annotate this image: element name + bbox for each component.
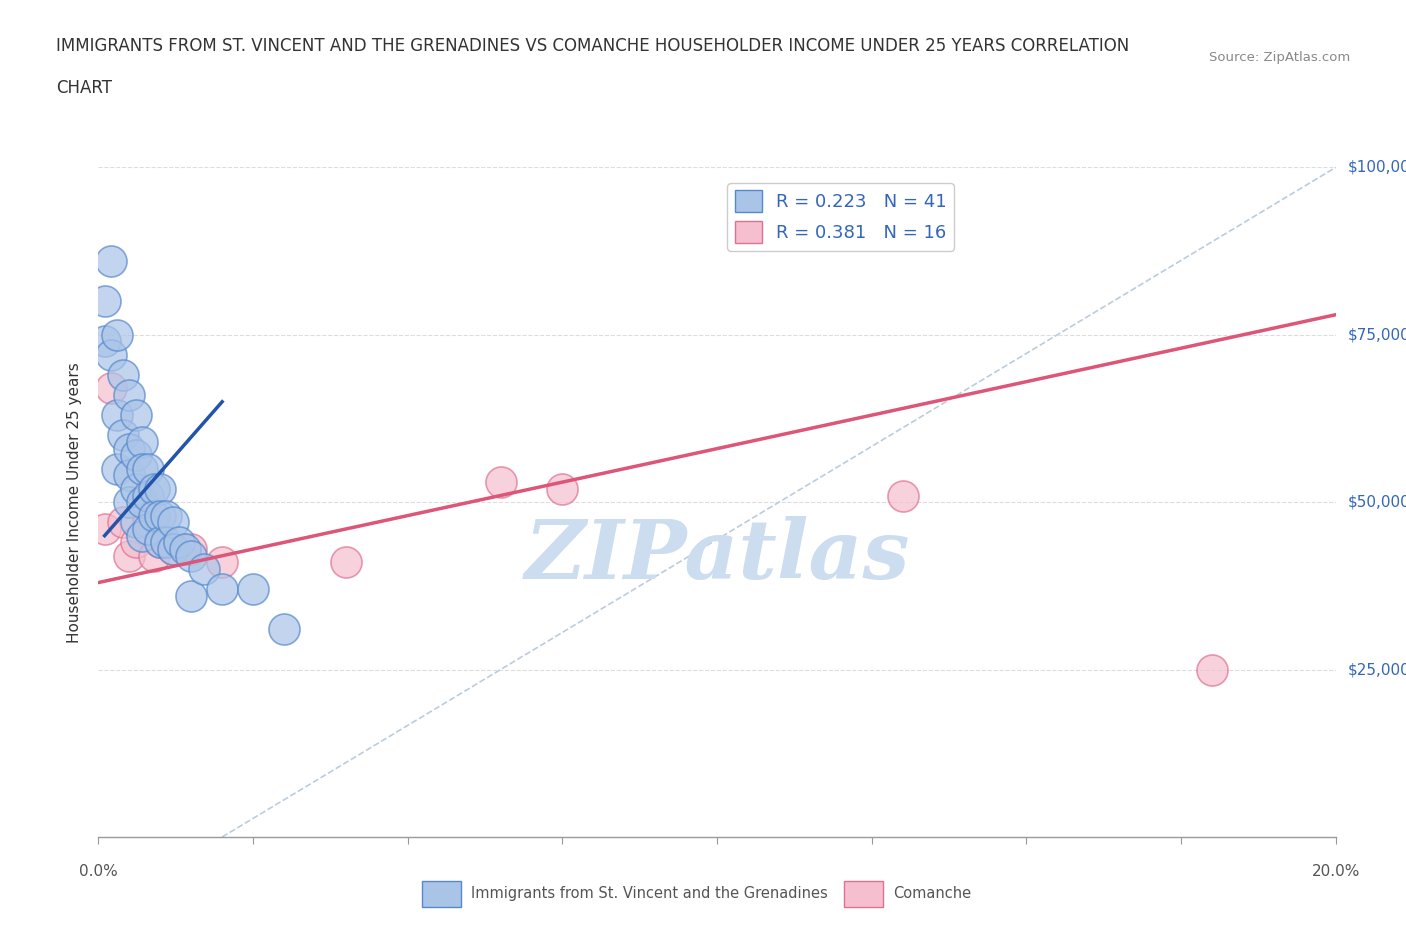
Point <box>136 522 159 537</box>
Point <box>105 461 128 476</box>
Point <box>131 528 153 543</box>
Point <box>1201 662 1223 677</box>
Point <box>93 522 115 537</box>
Point <box>131 461 153 476</box>
Text: 0.0%: 0.0% <box>79 864 118 879</box>
Legend: R = 0.223   N = 41, R = 0.381   N = 16: R = 0.223 N = 41, R = 0.381 N = 16 <box>727 183 955 251</box>
Point <box>118 495 141 510</box>
Text: $75,000: $75,000 <box>1348 327 1406 342</box>
Point <box>180 549 202 564</box>
Text: $100,000: $100,000 <box>1348 160 1406 175</box>
Point <box>124 407 146 422</box>
Point <box>149 535 172 550</box>
Point <box>124 535 146 550</box>
Point <box>143 549 166 564</box>
Point <box>180 541 202 556</box>
Point <box>105 327 128 342</box>
Text: Comanche: Comanche <box>893 886 972 901</box>
Text: IMMIGRANTS FROM ST. VINCENT AND THE GRENADINES VS COMANCHE HOUSEHOLDER INCOME UN: IMMIGRANTS FROM ST. VINCENT AND THE GREN… <box>56 37 1129 55</box>
Point <box>149 535 172 550</box>
Point <box>118 468 141 483</box>
Point <box>162 515 184 530</box>
Text: Source: ZipAtlas.com: Source: ZipAtlas.com <box>1209 51 1350 64</box>
Text: $25,000: $25,000 <box>1348 662 1406 677</box>
Text: $50,000: $50,000 <box>1348 495 1406 510</box>
Point <box>162 541 184 556</box>
Point <box>124 482 146 497</box>
Point <box>100 254 122 269</box>
Point <box>112 515 135 530</box>
Point <box>193 562 215 577</box>
Point <box>211 555 233 570</box>
Point <box>149 508 172 523</box>
Point <box>118 441 141 456</box>
Point <box>93 294 115 309</box>
Text: Immigrants from St. Vincent and the Grenadines: Immigrants from St. Vincent and the Gren… <box>471 886 828 901</box>
Point <box>118 549 141 564</box>
Point <box>143 482 166 497</box>
Point <box>100 348 122 363</box>
Point <box>167 535 190 550</box>
Point <box>891 488 914 503</box>
Point <box>124 515 146 530</box>
Point <box>211 582 233 597</box>
Text: CHART: CHART <box>56 79 112 97</box>
Point <box>93 334 115 349</box>
Point <box>136 488 159 503</box>
Point <box>242 582 264 597</box>
Point <box>335 555 357 570</box>
Point <box>124 448 146 463</box>
Point <box>489 474 512 489</box>
Point <box>551 482 574 497</box>
Point <box>143 508 166 523</box>
Point <box>105 407 128 422</box>
Point <box>162 541 184 556</box>
Point <box>131 434 153 449</box>
Point <box>136 515 159 530</box>
Text: ZIPatlas: ZIPatlas <box>524 516 910 596</box>
Point <box>112 428 135 443</box>
Text: 20.0%: 20.0% <box>1312 864 1360 879</box>
Point <box>174 541 197 556</box>
Point <box>131 495 153 510</box>
Point <box>155 508 177 523</box>
Point <box>118 388 141 403</box>
Point <box>136 461 159 476</box>
Point <box>112 367 135 382</box>
Point <box>180 589 202 604</box>
Point <box>273 622 295 637</box>
Point <box>100 381 122 396</box>
Point <box>155 535 177 550</box>
Point <box>149 482 172 497</box>
Y-axis label: Householder Income Under 25 years: Householder Income Under 25 years <box>67 362 83 643</box>
